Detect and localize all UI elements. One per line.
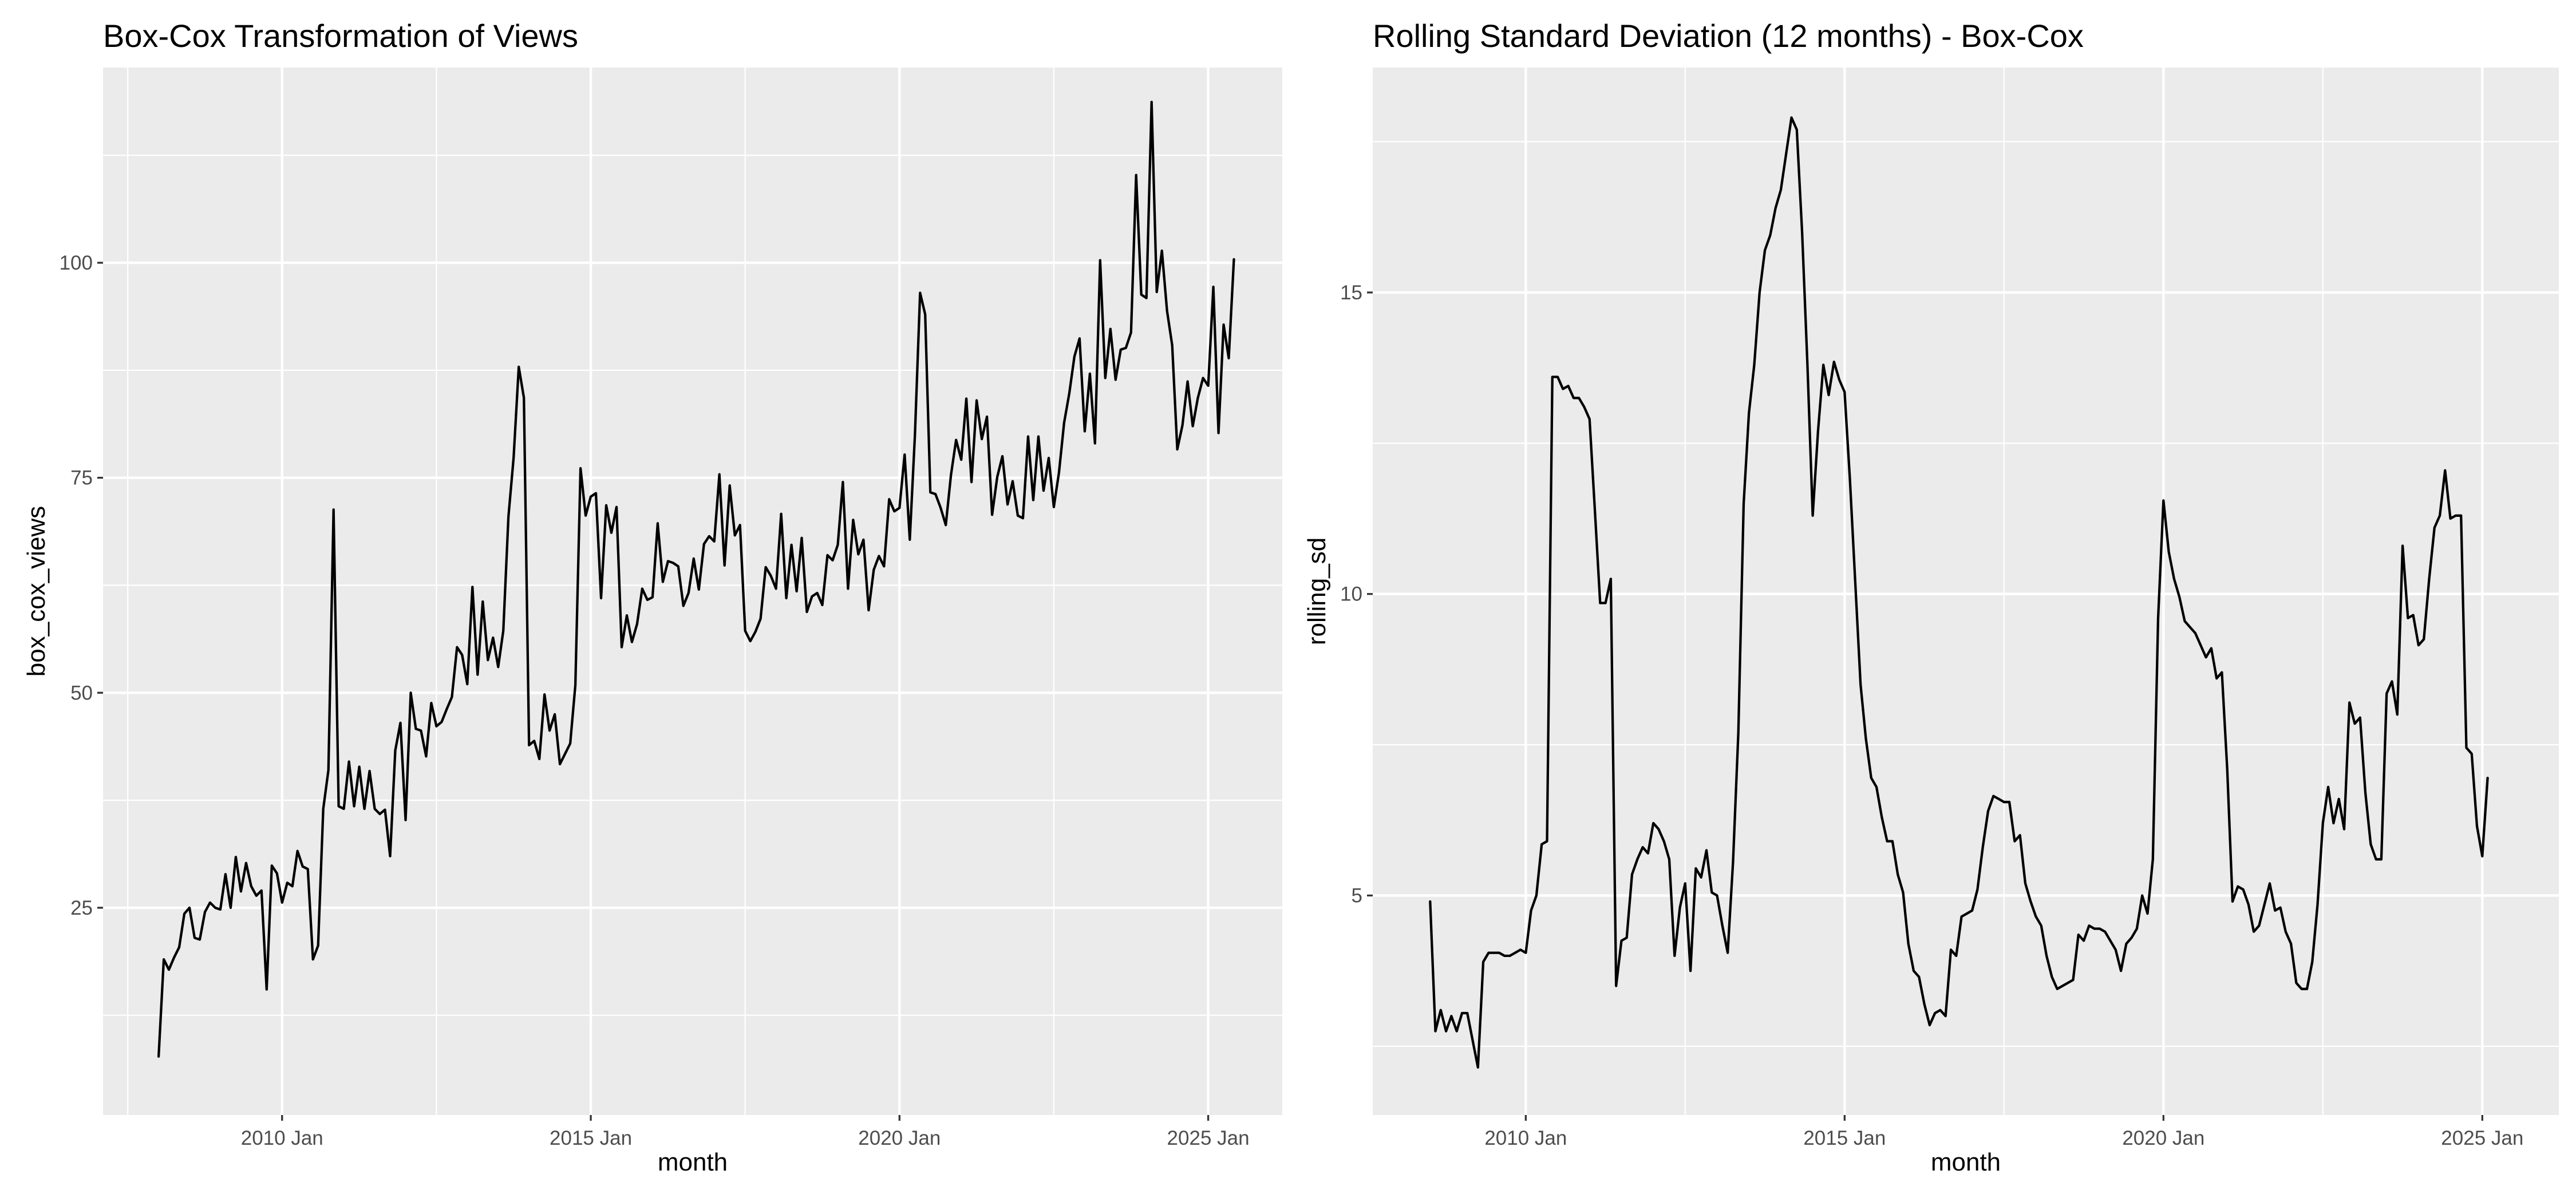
- x-tick-label: 2015 Jan: [550, 1127, 632, 1149]
- x-axis-title: month: [1931, 1148, 2001, 1176]
- y-axis-title: box_cox_views: [22, 506, 50, 677]
- series-line: [157, 100, 1235, 1058]
- gridlines: [1373, 68, 2559, 1115]
- axis-ticks: 2010 Jan 2015 Jan 2020 Jan 2025 Jan 25 50 75 10…: [60, 252, 1250, 1149]
- y-tick-label: 100: [60, 252, 93, 274]
- y-tick-label: 25: [70, 897, 93, 919]
- x-tick-label: 2025 Jan: [1167, 1127, 1250, 1149]
- x-tick-label: 2010 Jan: [1484, 1127, 1567, 1149]
- chart-title: Box-Cox Transformation of Views: [103, 18, 578, 54]
- y-tick-label: 50: [70, 682, 93, 704]
- plot-panel: [1373, 68, 2559, 1115]
- y-tick-label: 75: [70, 467, 93, 489]
- gridlines: [103, 68, 1282, 1115]
- x-tick-label: 2025 Jan: [2441, 1127, 2523, 1149]
- x-tick-label: 2020 Jan: [858, 1127, 941, 1149]
- axis-ticks: 2010 Jan 2015 Jan 2020 Jan 2025 Jan 5 10 15: [1340, 282, 2523, 1149]
- x-tick-label: 2010 Jan: [241, 1127, 323, 1149]
- plot-panel: [103, 68, 1282, 1115]
- chart-title: Rolling Standard Deviation (12 months) -…: [1373, 18, 2084, 54]
- series-line: [1429, 116, 2489, 1069]
- chart-box-cox-views: Box-Cox Transformation of Views 2010 Jan…: [22, 18, 1282, 1176]
- y-tick-label: 5: [1352, 885, 1362, 907]
- x-axis-title: month: [658, 1148, 728, 1176]
- y-tick-label: 15: [1340, 282, 1362, 304]
- y-tick-label: 10: [1340, 583, 1362, 606]
- chart-rolling-sd: Rolling Standard Deviation (12 months) -…: [1303, 18, 2559, 1176]
- y-axis-title: rolling_sd: [1303, 537, 1331, 645]
- x-tick-label: 2020 Jan: [2122, 1127, 2204, 1149]
- x-tick-label: 2015 Jan: [1803, 1127, 1886, 1149]
